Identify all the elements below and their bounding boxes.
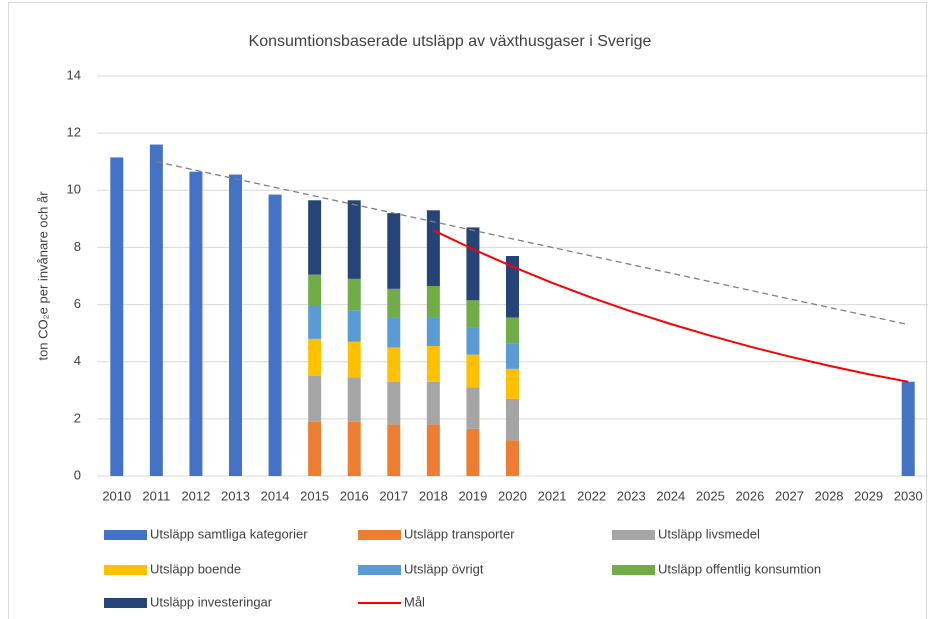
x-tick-label: 2019 <box>458 488 487 503</box>
bar-segment <box>268 194 282 477</box>
legend-swatch <box>358 530 401 540</box>
x-tick-label: 2020 <box>498 488 527 503</box>
y-axis-label: ton CO₂e per invånare och år <box>35 191 50 361</box>
trend-line <box>156 161 909 326</box>
legend-swatch <box>104 598 147 608</box>
chart-border <box>8 2 927 619</box>
x-tick-label: 2017 <box>379 488 408 503</box>
chart-title: Konsumtionsbaserade utsläpp av växthusga… <box>249 33 652 50</box>
bar-segment <box>506 343 519 369</box>
bar-segment <box>426 424 440 476</box>
bar-segment <box>426 317 440 346</box>
x-tick-label: 2028 <box>815 488 844 503</box>
bar-segment <box>189 171 203 476</box>
bar-segment <box>110 157 124 476</box>
x-tick-label: 2010 <box>102 488 131 503</box>
legend-swatch <box>612 565 655 575</box>
bar-segment <box>387 381 401 425</box>
bar-segment <box>466 300 480 328</box>
bar-segment <box>308 421 322 476</box>
target-line <box>432 229 909 383</box>
bar-segment <box>347 200 361 279</box>
bar-segment <box>466 387 480 429</box>
bar-segment <box>347 310 361 342</box>
legend-swatch <box>612 530 655 540</box>
y-tick-label: 8 <box>74 239 81 254</box>
bar-segment <box>387 317 401 348</box>
bar-segment <box>308 306 322 339</box>
x-tick-label: 2023 <box>617 488 646 503</box>
legend-label: Utsläpp samtliga kategorier <box>150 526 308 541</box>
bar-segment <box>387 424 401 476</box>
x-tick-label: 2013 <box>221 488 250 503</box>
x-tick-label: 2011 <box>142 488 170 503</box>
bar-segment <box>347 421 361 476</box>
bar-segment <box>426 210 440 286</box>
bar-segment <box>387 213 401 289</box>
bar-segment <box>347 341 361 378</box>
y-tick-label: 12 <box>67 125 81 140</box>
legend-swatch <box>104 565 147 575</box>
x-tick-label: 2022 <box>577 488 606 503</box>
y-tick-label: 6 <box>74 296 81 311</box>
legend-label: Utsläpp livsmedel <box>658 526 760 541</box>
y-tick-label: 4 <box>74 353 81 368</box>
bar-segment <box>308 376 322 422</box>
bar-segment <box>506 256 519 318</box>
bar-segment <box>347 278 361 311</box>
bar-segment <box>506 440 519 476</box>
bar-segment <box>426 346 440 382</box>
legend-label: Utsläpp transporter <box>404 526 515 541</box>
bar-segment <box>901 381 915 476</box>
bar-segment <box>466 354 480 388</box>
y-tick-label: 2 <box>74 410 81 425</box>
legend-label: Utsläpp offentlig konsumtion <box>658 561 821 576</box>
legend-swatch <box>104 530 147 540</box>
x-tick-label: 2014 <box>261 488 290 503</box>
bar-segment <box>506 317 519 344</box>
legend-label: Utsläpp övrigt <box>404 561 484 576</box>
legend-swatch <box>358 565 401 575</box>
bar-segment <box>229 174 242 477</box>
x-tick-label: 2029 <box>854 488 883 503</box>
x-tick-label: 2026 <box>735 488 764 503</box>
bar-segment <box>308 274 322 306</box>
bar-segment <box>149 144 163 477</box>
bar-segment <box>506 398 519 441</box>
y-tick-label: 10 <box>67 182 81 197</box>
x-tick-label: 2018 <box>419 488 448 503</box>
x-tick-label: 2021 <box>538 488 567 503</box>
bar-segment <box>426 381 440 425</box>
x-tick-label: 2030 <box>894 488 923 503</box>
x-tick-label: 2024 <box>656 488 685 503</box>
x-tick-label: 2025 <box>696 488 725 503</box>
bar-segment <box>466 327 480 355</box>
y-tick-label: 14 <box>67 67 81 82</box>
legend-label: Utsläpp investeringar <box>150 594 273 609</box>
bar-segment <box>387 347 401 382</box>
legend-label: Mål <box>404 594 425 609</box>
legend-label: Utsläpp boende <box>150 561 241 576</box>
x-tick-label: 2015 <box>300 488 329 503</box>
bar-segment <box>466 227 480 301</box>
bar-segment <box>308 200 322 275</box>
bar-segment <box>347 377 361 422</box>
x-tick-label: 2016 <box>340 488 369 503</box>
bar-segment <box>308 338 322 376</box>
bar-segment <box>387 288 401 318</box>
x-tick-label: 2012 <box>181 488 210 503</box>
x-tick-label: 2027 <box>775 488 804 503</box>
bar-segment <box>466 428 480 476</box>
bar-segment <box>506 368 519 399</box>
y-tick-label: 0 <box>74 467 81 482</box>
bar-segment <box>426 286 440 318</box>
